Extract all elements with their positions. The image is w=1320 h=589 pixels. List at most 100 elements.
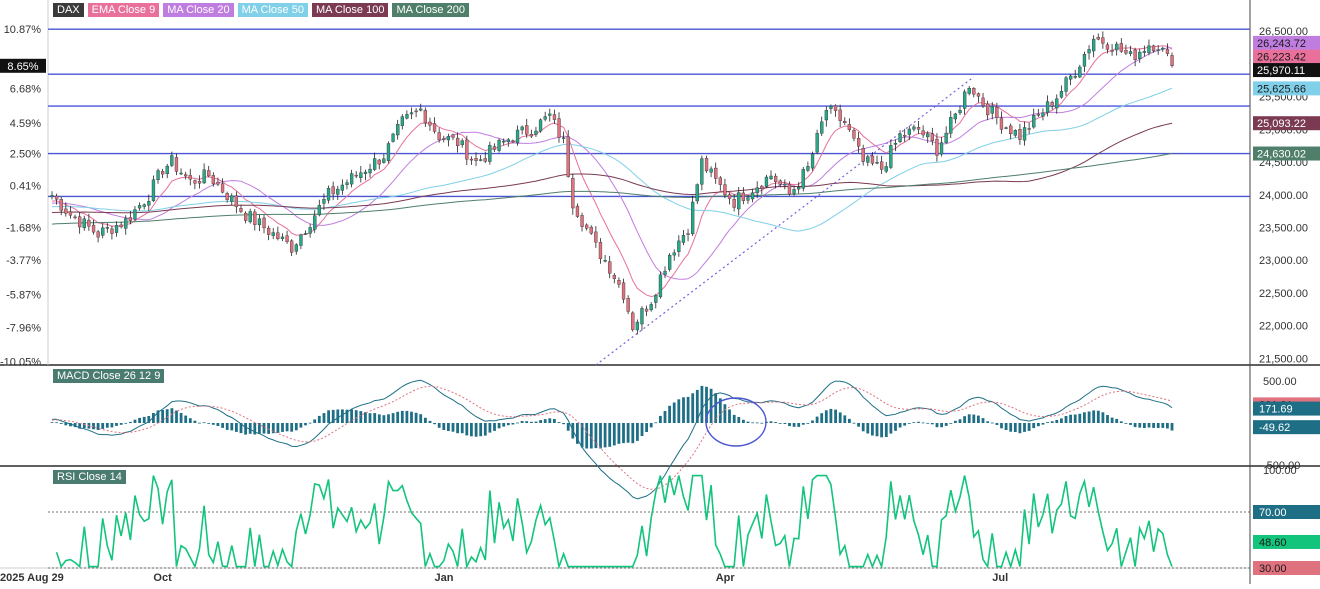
macd-histogram-bar (350, 409, 353, 423)
percent-tick-label: -10.05% (0, 357, 41, 369)
macd-histogram-bar (562, 423, 565, 425)
candle-down (1009, 125, 1013, 135)
macd-histogram-bar (368, 413, 372, 423)
candle-up (640, 308, 644, 325)
percent-tick-label: 0.41% (10, 181, 41, 193)
macd-histogram-bar (617, 423, 621, 444)
macd-histogram-bar (944, 423, 948, 426)
candle-up (165, 165, 169, 175)
candle-up (248, 211, 252, 223)
macd-histogram-bar (55, 422, 58, 424)
legend-item-dax[interactable]: DAX (53, 3, 84, 17)
candle-down (999, 117, 1004, 130)
macd-histogram-bar (525, 421, 529, 423)
candle-up (460, 140, 464, 145)
price-tick-label: 22,000.00 (1259, 321, 1308, 333)
legend-item-ma20[interactable]: MA Close 20 (163, 3, 234, 17)
legend-item-ma200[interactable]: MA Close 200 (392, 3, 469, 17)
candle-up (884, 166, 888, 172)
candle-up (308, 227, 312, 234)
candle-down (631, 312, 635, 330)
macd-histogram-bar (631, 423, 635, 444)
candle-down (843, 121, 847, 124)
macd-histogram-bar (668, 405, 671, 423)
macd-histogram-bar (271, 423, 275, 434)
macd-histogram-bar (645, 423, 648, 432)
macd-histogram-bar (990, 422, 994, 424)
macd-tick-label: 500.00 (1263, 376, 1297, 388)
macd-panel-title[interactable]: MACD Close 26 12 9 (53, 369, 165, 383)
candle-down (267, 227, 271, 235)
candle-up (635, 321, 640, 331)
macd-histogram-bar (921, 422, 925, 424)
macd-histogram-bar (244, 423, 247, 435)
candle-down (852, 129, 856, 139)
macd-histogram-bar (1101, 412, 1105, 423)
price-value-tag (1253, 49, 1320, 64)
candle-down (511, 140, 515, 143)
candle-down (128, 217, 132, 221)
candle-up (681, 235, 686, 243)
candle-up (479, 159, 483, 161)
macd-histogram-bar (69, 423, 72, 427)
macd-histogram-bar (751, 422, 754, 424)
macd-histogram-bar (129, 421, 132, 423)
macd-histogram-bar (1004, 423, 1008, 430)
candle-down (981, 97, 985, 106)
percent-tick-label: -7.96% (6, 323, 41, 335)
macd-histogram-bar (414, 412, 418, 423)
candle-down (1018, 128, 1022, 140)
candle-down (704, 158, 709, 172)
macd-histogram-bar (912, 422, 916, 423)
candle-up (1087, 49, 1091, 54)
macd-histogram-bar (1078, 413, 1082, 423)
candle-down (73, 216, 77, 219)
candle-up (313, 215, 317, 230)
macd-histogram-bar (410, 411, 413, 423)
macd-histogram-bar (1069, 414, 1072, 423)
candle-down (1105, 44, 1110, 50)
macd-histogram-bar (1152, 423, 1155, 428)
ma-line-ma-close-50 (51, 87, 1173, 232)
macd-histogram-bar (935, 423, 939, 428)
candle-up (543, 116, 547, 120)
candle-up (824, 110, 829, 121)
candle-up (829, 105, 833, 109)
candle-down (880, 161, 884, 170)
macd-histogram-bar (511, 423, 515, 425)
macd-histogram-bar (815, 416, 819, 423)
macd-histogram-bar (700, 385, 704, 423)
macd-histogram-bar (225, 423, 229, 430)
macd-histogram-bar (880, 423, 883, 438)
macd-histogram-bar (1050, 421, 1054, 423)
rsi-panel-title[interactable]: RSI Close 14 (53, 470, 126, 484)
candle-up (101, 227, 105, 236)
legend-item-ma100[interactable]: MA Close 100 (311, 3, 389, 17)
candle-down (594, 231, 598, 243)
macd-histogram-bar (797, 423, 801, 427)
candle-up (1073, 76, 1077, 78)
macd-histogram-bar (50, 422, 54, 423)
macd-histogram-bar (1060, 418, 1063, 423)
macd-histogram-bar (1013, 423, 1017, 432)
candle-up (1142, 51, 1147, 53)
candle-down (285, 235, 289, 242)
macd-histogram-bar (497, 423, 501, 429)
candle-up (488, 144, 492, 162)
candle-up (345, 182, 349, 185)
macd-histogram-bar (857, 423, 860, 427)
macd-histogram-bar (493, 423, 496, 431)
candle-down (585, 224, 589, 229)
legend-item-ma50[interactable]: MA Close 50 (237, 3, 308, 17)
macd-histogram-bar (714, 393, 718, 423)
macd-histogram-bar (530, 421, 533, 423)
candle-up (1091, 38, 1096, 52)
legend-item-ema9[interactable]: EMA Close 9 (87, 3, 160, 17)
macd-histogram-bar (1115, 418, 1119, 423)
candle-up (230, 195, 234, 202)
macd-histogram-bar (1064, 416, 1068, 423)
candle-down (55, 195, 59, 200)
candle-up (50, 195, 54, 197)
candle-up (1156, 49, 1160, 51)
ma-line-ema-close-9 (51, 45, 1173, 298)
